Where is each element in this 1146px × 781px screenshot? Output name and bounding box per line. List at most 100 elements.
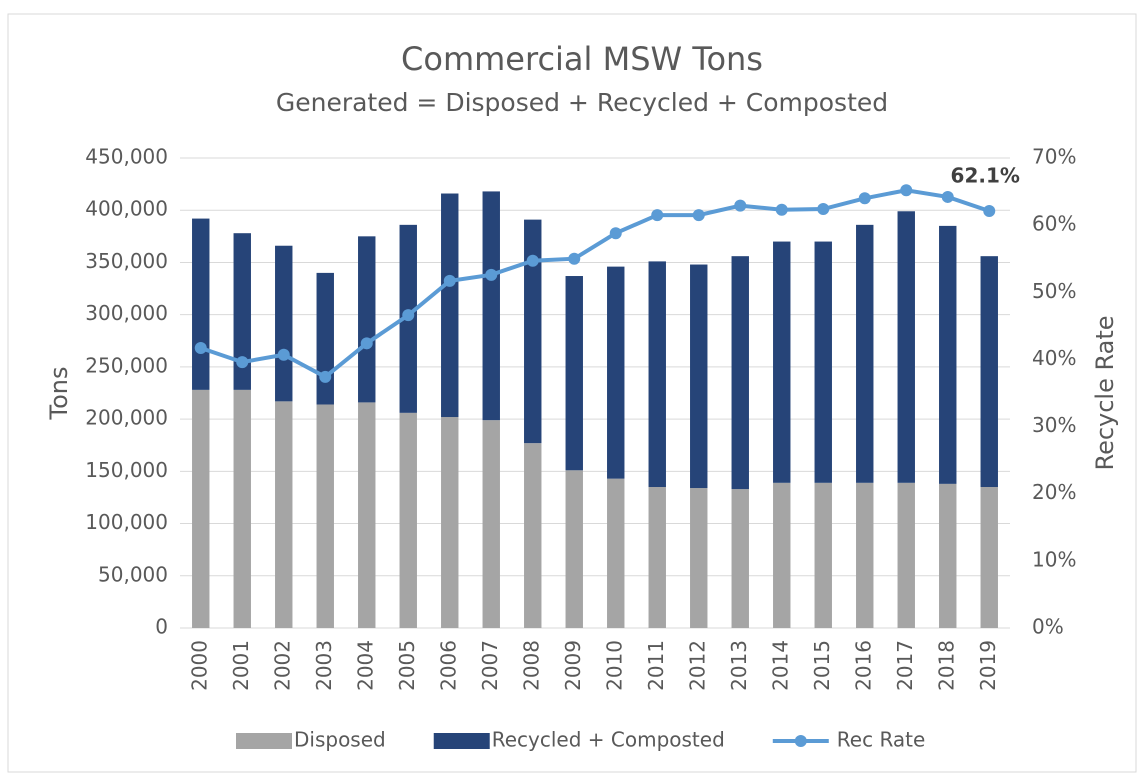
chart-subtitle: Generated = Disposed + Recycled + Compos… <box>276 88 888 117</box>
bar-segment <box>773 241 791 483</box>
line-marker <box>319 370 332 383</box>
x-tick-label: 2015 <box>810 640 834 691</box>
chart-title: Commercial MSW Tons <box>401 40 763 78</box>
y-tick-label: 50,000 <box>98 562 168 586</box>
y-tick-label: 400,000 <box>85 197 168 221</box>
line-marker <box>858 192 871 205</box>
bar-segment <box>648 261 666 487</box>
bar-segment <box>648 487 666 628</box>
bar-segment <box>482 191 500 421</box>
bar-segment <box>358 236 376 403</box>
y-tick-label: 300,000 <box>85 301 168 325</box>
bar-segment <box>565 470 583 628</box>
legend-marker <box>794 735 807 747</box>
x-tick-label: 2011 <box>644 640 668 691</box>
bar-segment <box>192 218 210 390</box>
x-tick-label: 2016 <box>851 640 875 691</box>
legend-label: Rec Rate <box>837 728 926 752</box>
line-marker <box>941 190 954 203</box>
line-marker <box>236 356 249 369</box>
bar-segment <box>607 478 625 628</box>
line-marker <box>443 274 456 287</box>
bar-segment <box>856 482 874 628</box>
y2-tick-label: 50% <box>1032 279 1076 303</box>
bar-segment <box>565 276 583 471</box>
x-tick-label: 2004 <box>353 640 377 691</box>
legend-label: Recycled + Composted <box>492 728 725 752</box>
bar-segment <box>441 193 459 418</box>
line-marker <box>609 227 622 240</box>
y2-tick-label: 10% <box>1032 547 1076 571</box>
x-tick-label: 2018 <box>934 640 958 691</box>
y-tick-label: 0 <box>155 615 168 639</box>
y2-axis-label: Recycle Rate <box>1091 315 1119 470</box>
bar-segment <box>275 245 293 402</box>
bar-segment <box>233 389 251 628</box>
bar-segment <box>814 482 832 628</box>
bar-segment <box>731 489 749 628</box>
y2-tick-label: 40% <box>1032 346 1076 370</box>
line-marker <box>817 203 830 216</box>
bar-segment <box>358 402 376 628</box>
bar-segment <box>939 483 957 628</box>
y-tick-label: 150,000 <box>85 458 168 482</box>
line-marker <box>983 205 996 218</box>
bar-segment <box>524 443 542 628</box>
x-tick-label: 2005 <box>395 640 419 691</box>
line <box>200 188 990 380</box>
x-tick-label: 2019 <box>976 640 1000 691</box>
legend-swatch <box>433 733 490 749</box>
line-marker <box>526 254 539 267</box>
bar-segment <box>233 233 251 390</box>
line-marker <box>900 184 913 197</box>
y2-tick-label: 30% <box>1032 413 1076 437</box>
line-marker <box>568 252 581 265</box>
line-marker <box>651 209 664 222</box>
x-tick-label: 2013 <box>727 640 751 691</box>
y-tick-label: 100,000 <box>85 510 168 534</box>
bar-segment <box>482 420 500 628</box>
bar-segment <box>441 417 459 628</box>
line-marker <box>194 342 207 355</box>
x-tick-label: 2003 <box>312 640 336 691</box>
x-tick-label: 2014 <box>768 640 792 691</box>
x-tick-label: 2007 <box>478 640 502 691</box>
y2-tick-label: 60% <box>1032 212 1076 236</box>
y2-tick-label: 0% <box>1032 615 1064 639</box>
line-marker <box>734 199 747 212</box>
x-tick-label: 2000 <box>187 640 211 691</box>
y-axis-label: Tons <box>45 367 73 421</box>
line-marker <box>485 268 498 281</box>
x-tick-label: 2010 <box>602 640 626 691</box>
bar-segment <box>607 266 625 479</box>
bar-segment <box>939 225 957 484</box>
y2-tick-label: 70% <box>1032 145 1076 169</box>
bar-segment <box>192 389 210 628</box>
bar-segment <box>980 487 998 628</box>
y-tick-label: 250,000 <box>85 353 168 377</box>
bar-segment <box>524 219 542 444</box>
x-tick-label: 2008 <box>519 640 543 691</box>
line-marker <box>775 203 788 216</box>
bar-segment <box>399 412 417 628</box>
legend-label: Disposed <box>294 728 386 752</box>
data-label: 62.1% <box>951 164 1020 188</box>
bar-segment <box>980 256 998 487</box>
y-tick-label: 450,000 <box>85 145 168 169</box>
x-tick-label: 2006 <box>436 640 460 691</box>
x-tick-label: 2001 <box>229 640 253 691</box>
bar-segment <box>316 404 334 628</box>
legend-swatch <box>236 733 292 749</box>
line-marker <box>360 337 373 350</box>
line-marker <box>402 309 415 322</box>
bar-segment <box>316 272 334 405</box>
y-tick-label: 350,000 <box>85 249 168 273</box>
bar-segment <box>897 211 915 483</box>
y2-tick-label: 20% <box>1032 480 1076 504</box>
x-tick-label: 2017 <box>893 640 917 691</box>
bar-segment <box>731 256 749 490</box>
bar-segment <box>897 482 915 628</box>
line-marker <box>692 209 705 222</box>
x-tick-label: 2012 <box>685 640 709 691</box>
